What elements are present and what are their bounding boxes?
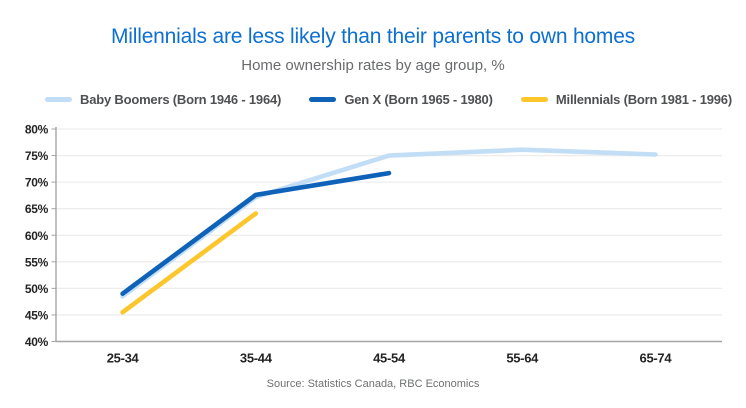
y-tick-label: 70% [25, 176, 49, 190]
x-tick-label: 65-74 [640, 351, 673, 366]
legend-swatch-millennials [520, 97, 548, 102]
legend-label: Gen X (Born 1965 - 1980) [344, 92, 493, 107]
y-axis-labels: 40% 45% 50% 55% 60% 65% 70% 75% 80% [25, 123, 56, 349]
line-chart: 40% 45% 50% 55% 60% 65% 70% 75% 80% 25-34 35-44 45-… [25, 123, 722, 366]
series-line-gen-x [120, 170, 392, 296]
legend-label: Millennials (Born 1981 - 1996) [555, 92, 732, 107]
chart-title: Millennials are less likely than their p… [111, 25, 635, 48]
source-note: Source: Statistics Canada, RBC Economics [266, 378, 480, 390]
y-tick-label: 55% [25, 255, 49, 269]
series-line-millennials [120, 211, 259, 315]
y-tick-label: 65% [25, 202, 49, 216]
x-tick-label: 35-44 [240, 351, 273, 366]
chart-subtitle: Home ownership rates by age group, % [241, 57, 505, 74]
y-tick-label: 45% [25, 308, 49, 322]
legend-swatch-gen-x [309, 97, 337, 102]
x-tick-label: 25-34 [107, 351, 140, 366]
legend-label: Baby Boomers (Born 1946 - 1964) [80, 92, 282, 107]
y-tick-label: 40% [25, 335, 49, 349]
y-tick-label: 80% [25, 123, 49, 137]
x-axis-labels: 25-34 35-44 45-54 55-64 65-74 [107, 351, 673, 366]
x-tick-label: 55-64 [506, 351, 539, 366]
y-tick-label: 60% [25, 229, 49, 243]
legend-item-baby-boomers: Baby Boomers (Born 1946 - 1964) [45, 92, 281, 107]
legend-swatch-baby-boomers [45, 97, 72, 102]
x-tick-label: 45-54 [373, 351, 406, 366]
y-tick-label: 75% [25, 149, 49, 163]
y-tick-label: 50% [25, 282, 49, 296]
legend: Baby Boomers (Born 1946 - 1964) Gen X (Bo… [0, 92, 746, 107]
legend-item-millennials: Millennials (Born 1981 - 1996) [520, 92, 732, 107]
legend-item-gen-x: Gen X (Born 1965 - 1980) [309, 92, 493, 107]
